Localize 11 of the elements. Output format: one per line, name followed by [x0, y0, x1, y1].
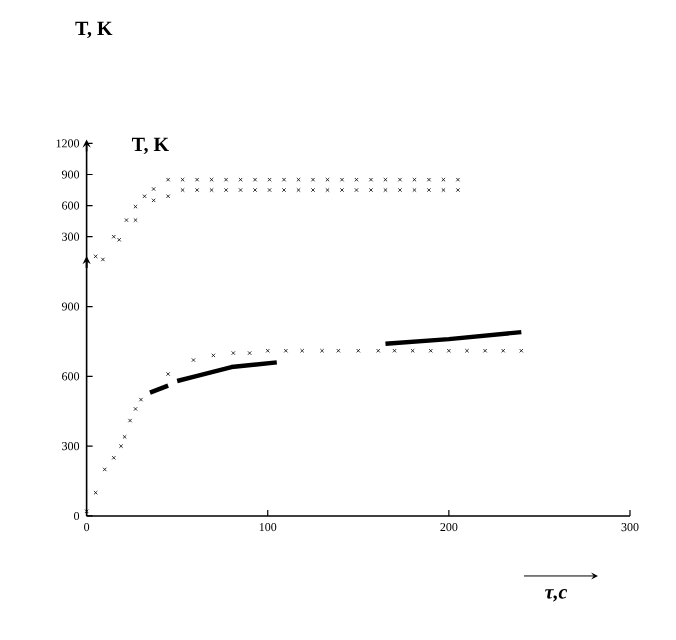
y-axis-title: T, K: [75, 21, 113, 39]
point: [455, 187, 461, 193]
point: [397, 187, 403, 193]
point: [368, 187, 374, 193]
point: [252, 187, 258, 193]
point: [223, 187, 229, 193]
line-series: [174, 360, 279, 384]
point: [426, 187, 432, 193]
point: [281, 187, 287, 193]
y-axis-title: T, K: [131, 137, 169, 155]
x-axis-title: τ,c: [545, 589, 568, 602]
